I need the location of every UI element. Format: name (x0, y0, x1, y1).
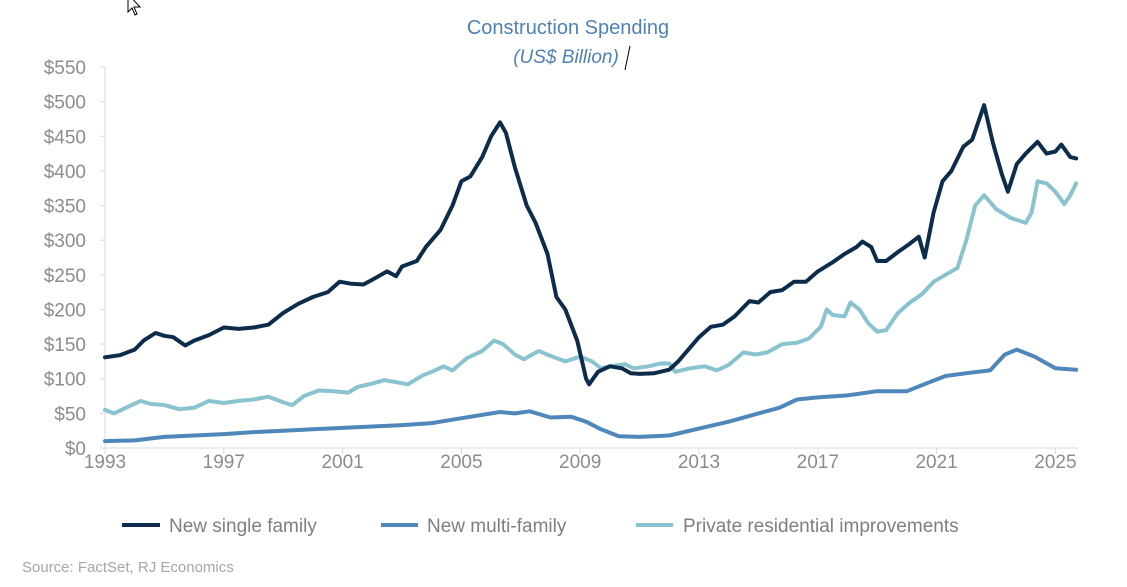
x-tick-label: 2017 (797, 452, 839, 473)
x-tick-label: 1997 (203, 452, 245, 473)
x-tick-label: 2025 (1034, 452, 1076, 473)
x-tick-label: 1993 (84, 452, 126, 473)
legend: New single family New multi-family Priva… (122, 516, 959, 537)
series-line-new-multi-family (103, 347, 1079, 444)
y-tick-label: $450 (44, 127, 86, 148)
mouse-pointer-icon (127, 0, 142, 16)
y-tick-label: $200 (44, 300, 86, 321)
y-tick-label: $100 (44, 370, 86, 391)
series-line-private-residential-improvements (103, 179, 1079, 416)
legend-label-improvements: Private residential improvements (683, 516, 959, 537)
x-tick-label: 2021 (915, 452, 957, 473)
chart-subtitle: (US$ Billion) (513, 47, 619, 68)
y-tick-label: $500 (44, 93, 86, 114)
series-line-new-single-family (103, 103, 1079, 387)
y-tick-label: $0 (65, 439, 86, 460)
x-tick-label: 2013 (678, 452, 720, 473)
y-tick-label: $550 (44, 58, 86, 79)
chart-title: Construction Spending (467, 17, 669, 39)
y-tick-label: $300 (44, 231, 86, 252)
y-tick-label: $400 (44, 162, 86, 183)
legend-label-multi-family: New multi-family (427, 516, 567, 537)
x-tick-label: 2009 (559, 452, 601, 473)
y-tick-label: $350 (44, 197, 86, 218)
x-tick-label: 2005 (440, 452, 482, 473)
source-note: Source: FactSet, RJ Economics (22, 559, 234, 576)
legend-label-single-family: New single family (169, 516, 317, 537)
x-tick-label: 2001 (321, 452, 363, 473)
text-caret-icon (624, 45, 631, 71)
y-tick-label: $150 (44, 335, 86, 356)
y-tick-label: $250 (44, 266, 86, 287)
y-tick-label: $50 (54, 404, 86, 425)
